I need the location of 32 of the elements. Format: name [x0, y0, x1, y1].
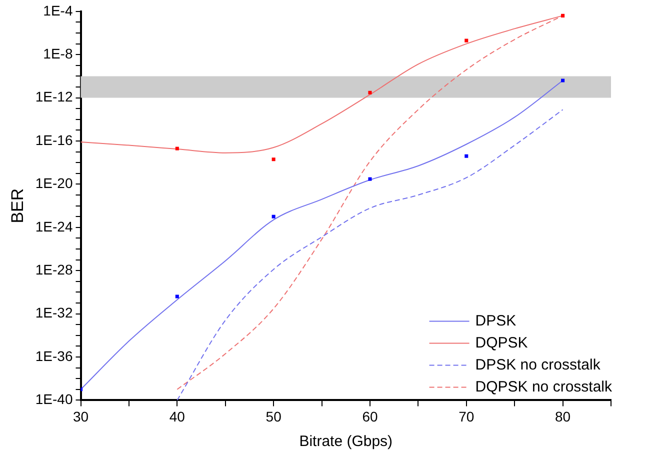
point	[175, 146, 179, 150]
point	[272, 158, 276, 162]
x-tick-label: 50	[266, 408, 282, 424]
legend-label: DQPSK	[475, 334, 528, 352]
point	[368, 177, 372, 181]
x-tick-label: 80	[555, 408, 571, 424]
legend-label: DQPSK no crosstalk	[475, 378, 612, 396]
point	[561, 14, 565, 18]
y-tick-label: 1E-4	[43, 2, 73, 18]
point	[272, 214, 276, 218]
y-axis-title: BER	[8, 188, 27, 224]
y-tick-label: 1E-40	[35, 391, 73, 408]
point	[464, 38, 468, 42]
x-tick-label: 40	[169, 408, 186, 424]
point	[561, 78, 565, 82]
legend-label: DPSK	[475, 312, 516, 330]
y-tick-label: 1E-8	[43, 45, 73, 62]
y-tick-label: 1E-24	[35, 218, 73, 234]
y-tick-label: 1E-32	[35, 304, 73, 321]
y-tick-label: 1E-28	[35, 261, 73, 278]
x-tick-label: 70	[458, 408, 474, 424]
x-tick-label: 60	[362, 408, 378, 424]
point	[368, 90, 372, 94]
point	[175, 294, 179, 298]
y-tick-label: 1E-16	[35, 132, 73, 148]
y-tick-label: 1E-20	[35, 175, 73, 192]
point	[464, 154, 468, 158]
y-tick-label: 1E-12	[35, 88, 73, 105]
y-tick-label: 1E-36	[35, 348, 73, 364]
x-tick-label: 30	[72, 408, 89, 424]
legend-label: DPSK no crosstalk	[475, 356, 601, 374]
x-axis-title: Bitrate (Gbps)	[299, 433, 393, 450]
